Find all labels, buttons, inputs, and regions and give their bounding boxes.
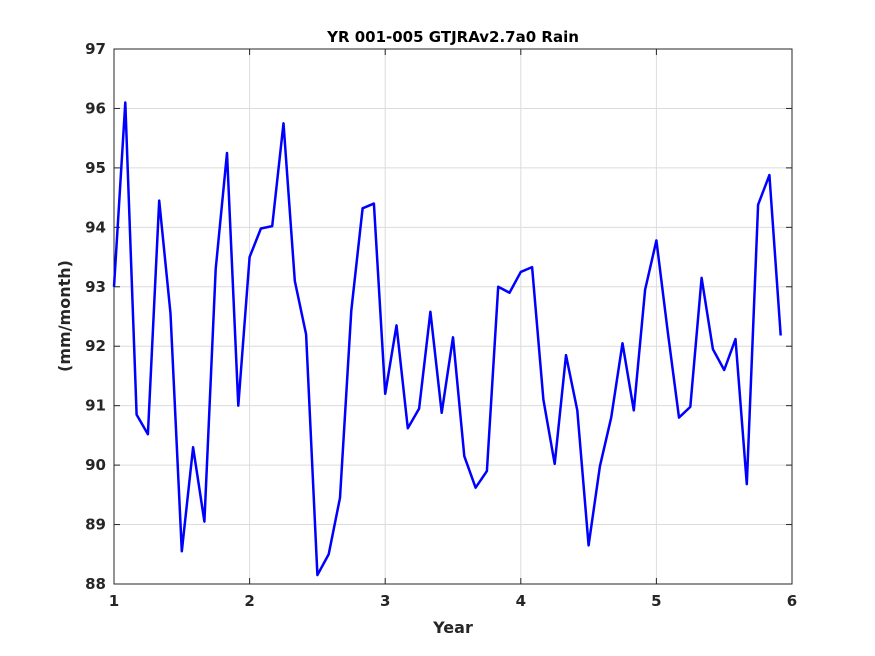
y-tick-label: 92 [85,337,106,355]
x-tick-label: 2 [244,592,254,610]
y-axis-title: (mm/month) [55,260,74,372]
y-tick-label: 88 [85,575,106,593]
y-tick-label: 95 [85,159,106,177]
x-axis-title: Year [432,618,473,637]
plot-area-frame [113,48,793,585]
y-tick-label: 89 [85,516,106,534]
x-tick-label: 1 [109,592,119,610]
y-tick-label: 97 [85,40,106,58]
chart-title: YR 001-005 GTJRAv2.7a0 Rain [326,28,579,46]
y-tick-label: 91 [85,397,106,415]
series-line-0 [112,101,782,577]
data-series [112,101,782,577]
x-tick-label: 3 [380,592,390,610]
y-tick-label: 96 [85,99,106,117]
x-tick-label: 5 [651,592,661,610]
x-tick-label: 6 [787,592,797,610]
y-tick-label: 94 [85,218,106,236]
axis-ticks: 1 2 3 4 5 6 88 89 90 91 92 93 94 95 96 97 [85,40,797,610]
y-tick-label: 93 [85,278,106,296]
y-tick-label: 90 [85,456,106,474]
x-tick-label: 4 [516,592,526,610]
